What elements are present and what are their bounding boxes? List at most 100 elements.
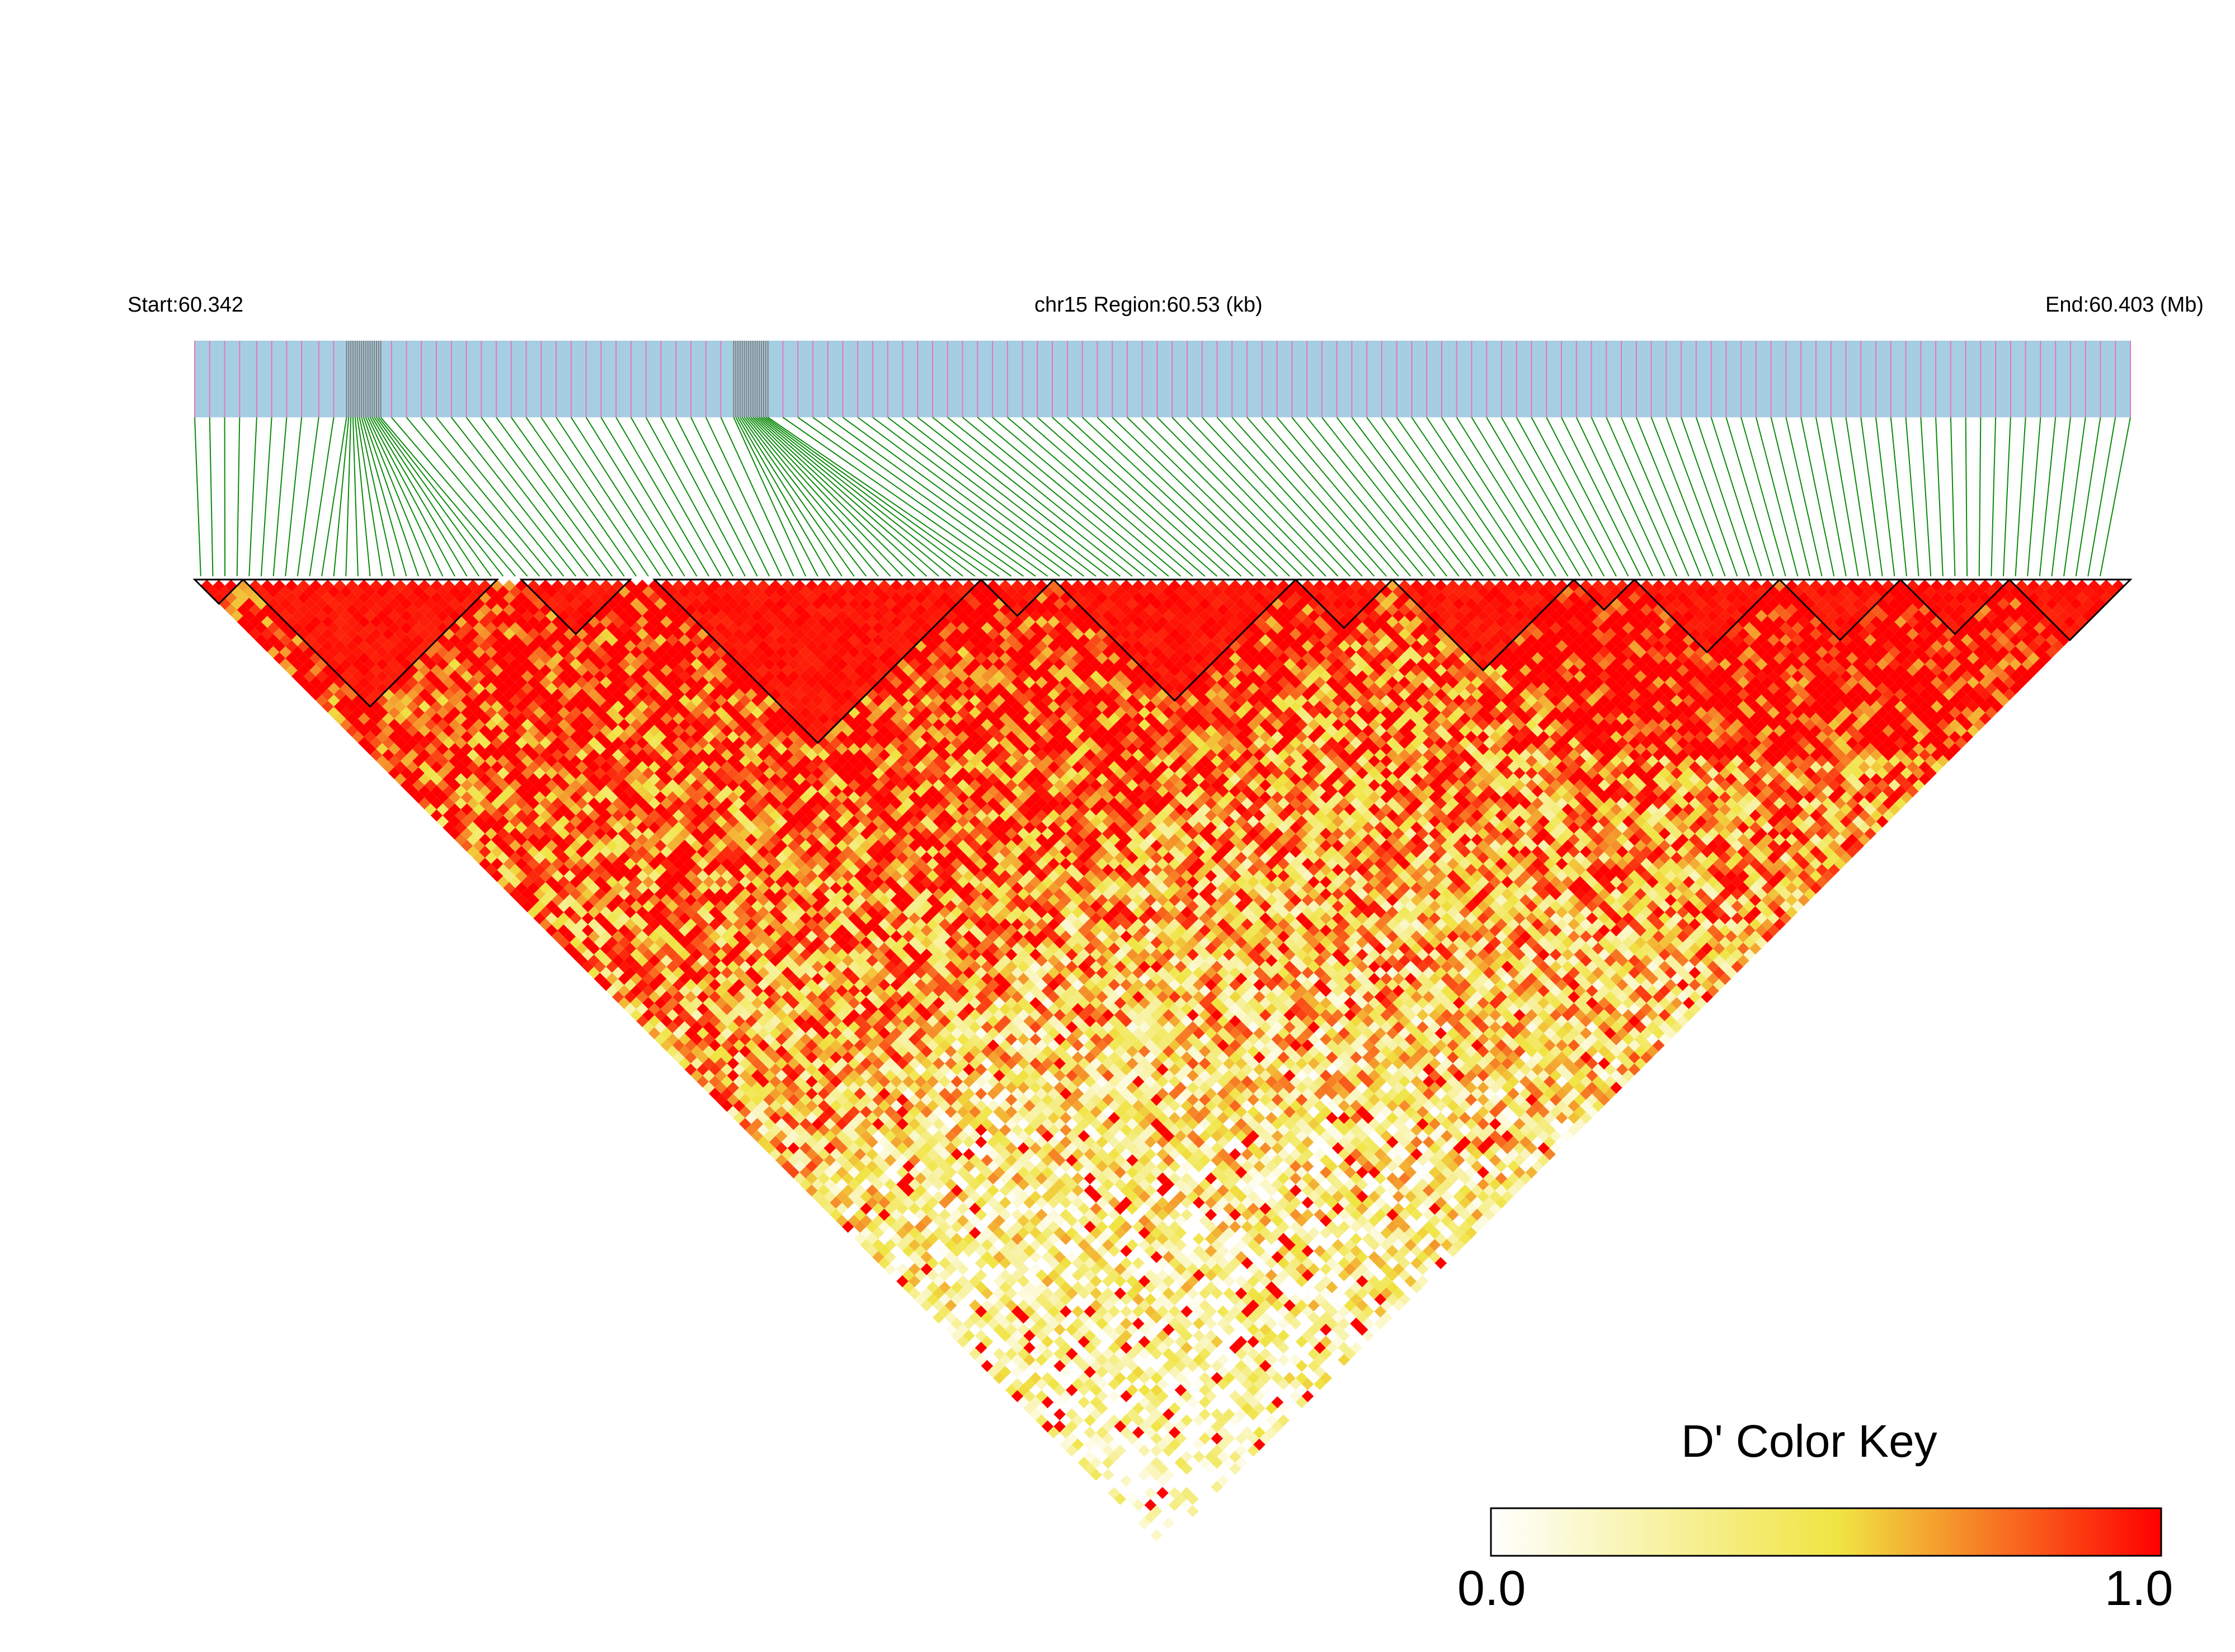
snp-connector xyxy=(1276,417,1411,577)
snp-connector xyxy=(1665,417,1726,577)
snp-connector xyxy=(1815,417,1847,577)
snp-connector xyxy=(1067,417,1242,577)
snp-connector xyxy=(992,417,1182,577)
snp-connector xyxy=(2087,417,2116,577)
snp-connector xyxy=(1725,417,1775,577)
snp-connector xyxy=(1381,417,1496,577)
snp-connector xyxy=(209,417,214,577)
snp-connector xyxy=(761,417,963,577)
snp-connector xyxy=(752,417,915,577)
snp-connector xyxy=(1471,417,1569,577)
snp-connector xyxy=(1022,417,1206,577)
snp-connector xyxy=(1306,417,1436,577)
snp-connector xyxy=(645,417,734,577)
snp-connector xyxy=(236,417,241,577)
snp-position-ticks xyxy=(194,341,2131,417)
snp-connector xyxy=(1411,417,1520,577)
snp-connector xyxy=(1052,417,1230,577)
snp-connector xyxy=(615,417,709,577)
snp-connector xyxy=(763,417,976,577)
snp-connector xyxy=(2002,417,2011,577)
snp-connector xyxy=(1710,417,1762,577)
snp-connector xyxy=(812,417,1036,577)
snp-connector xyxy=(1830,417,1859,577)
snp-connector xyxy=(740,417,843,577)
snp-connector xyxy=(1591,417,1665,577)
snp-connector xyxy=(705,417,782,577)
snp-connector xyxy=(2051,417,2071,577)
snp-connector xyxy=(1081,417,1254,577)
snp-connector xyxy=(374,417,480,577)
snp-connector xyxy=(260,417,272,577)
snp-connector xyxy=(571,417,674,577)
snp-connector xyxy=(675,417,758,577)
snp-connector xyxy=(363,417,420,577)
snp-connector xyxy=(1905,417,1919,577)
snp-connector xyxy=(1366,417,1484,577)
snp-connector xyxy=(481,417,601,577)
snp-connector xyxy=(660,417,746,577)
snp-connector xyxy=(1037,417,1217,577)
snp-connector xyxy=(248,417,257,577)
gene-track xyxy=(195,341,2130,417)
snp-connector xyxy=(1531,417,1617,577)
snp-connector xyxy=(737,417,831,577)
snp-connector xyxy=(1112,417,1278,577)
snp-connector xyxy=(857,417,1072,577)
snp-connector xyxy=(1351,417,1472,577)
snp-connector xyxy=(1965,417,1968,577)
snp-connector xyxy=(378,417,504,577)
snp-connector xyxy=(2027,417,2041,577)
snp-connector xyxy=(556,417,661,577)
snp-connector xyxy=(887,417,1097,577)
snp-connector xyxy=(1650,417,1714,577)
snp-connector xyxy=(2099,417,2131,577)
snp-connector xyxy=(1635,417,1702,577)
snp-connector xyxy=(361,417,407,577)
snp-connector xyxy=(1770,417,1810,577)
snp-connector xyxy=(1860,417,1883,577)
snp-connector xyxy=(1262,417,1399,577)
snp-connector xyxy=(465,417,589,577)
snp-connector xyxy=(1755,417,1799,577)
snp-connector xyxy=(371,417,468,577)
snp-connector xyxy=(768,417,1000,577)
snp-connector xyxy=(917,417,1121,577)
snp-connector xyxy=(720,417,794,577)
snp-connector xyxy=(436,417,564,577)
snp-connector xyxy=(1991,417,1997,577)
snp-connector xyxy=(2063,417,2086,577)
snp-connector xyxy=(1501,417,1593,577)
snp-connector xyxy=(1740,417,1786,577)
snp-connector-lines xyxy=(194,417,2131,577)
snp-connector xyxy=(1681,417,1738,577)
snp-connector xyxy=(1426,417,1532,577)
snp-connector xyxy=(1785,417,1823,577)
snp-connector xyxy=(872,417,1085,577)
snp-connector xyxy=(321,417,347,577)
snp-connector xyxy=(755,417,927,577)
snp-connector xyxy=(1575,417,1653,577)
snp-connector xyxy=(735,417,818,577)
snp-connector xyxy=(932,417,1133,577)
snp-connector xyxy=(746,417,879,577)
snp-connector xyxy=(797,417,1024,577)
snp-connector xyxy=(1935,417,1944,577)
snp-connector xyxy=(1127,417,1290,577)
snp-connector xyxy=(1800,417,1835,577)
snp-connector xyxy=(297,417,319,577)
snp-connector xyxy=(962,417,1157,577)
snp-connector xyxy=(333,417,350,577)
snp-connector xyxy=(1875,417,1895,577)
snp-connector xyxy=(352,417,359,577)
snp-connector xyxy=(1621,417,1690,577)
snp-connector xyxy=(1141,417,1302,577)
snp-connector xyxy=(365,417,431,577)
snp-connector xyxy=(1171,417,1326,577)
snp-connector xyxy=(1156,417,1315,577)
snp-connector xyxy=(842,417,1060,577)
snp-connector xyxy=(1561,417,1641,577)
snp-connector xyxy=(1516,417,1605,577)
snp-connector xyxy=(1321,417,1447,577)
snp-connector xyxy=(194,417,201,577)
